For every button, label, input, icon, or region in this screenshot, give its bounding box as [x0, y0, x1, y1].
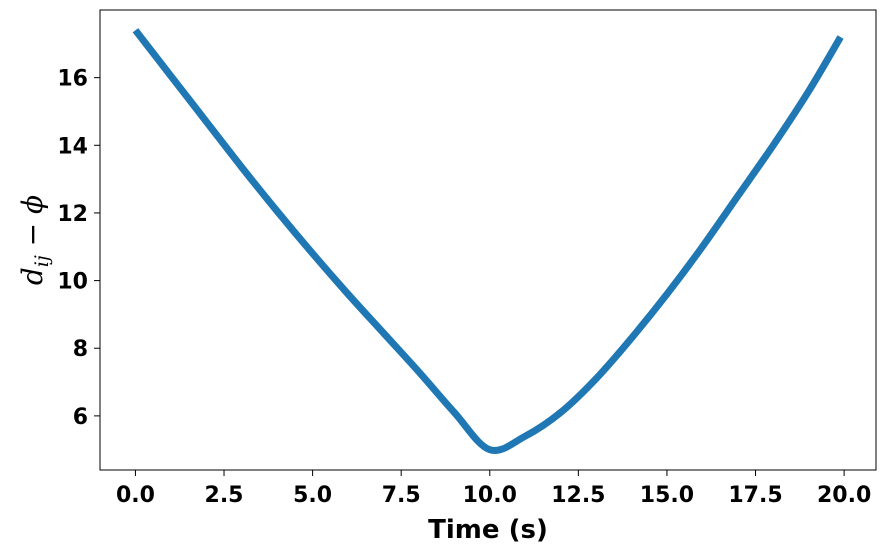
- x-tick-label: 12.5: [551, 483, 605, 508]
- x-tick-label: 0.0: [116, 483, 155, 508]
- x-axis-ticks: 0.0 2.5 5.0 7.5 10.0 12.5 15.0 17.5 20.0: [116, 470, 871, 508]
- plot-area: [99, 9, 877, 471]
- y-tick-label: 16: [57, 67, 88, 92]
- x-tick-label: 15.0: [640, 483, 694, 508]
- y-axis-label-subscript: ij: [31, 255, 53, 267]
- x-tick-label: 20.0: [817, 483, 871, 508]
- series-layer: [132, 28, 844, 455]
- x-tick-label: 5.0: [293, 483, 332, 508]
- y-axis-label-operator: −: [16, 214, 49, 255]
- y-tick-label: 10: [57, 270, 88, 295]
- y-axis-ticks: 6 8 10 12 14 16: [57, 67, 100, 430]
- x-tick-label: 10.0: [463, 483, 517, 508]
- y-tick-label: 6: [73, 405, 88, 430]
- y-axis-label-symbol: ϕ: [16, 195, 49, 214]
- x-tick-label: 17.5: [728, 483, 782, 508]
- y-axis-label: dij − ϕ: [16, 195, 53, 285]
- series-line-0: [132, 28, 844, 455]
- x-axis-label: Time (s): [428, 515, 548, 545]
- y-axis-label-base: d: [16, 267, 49, 285]
- x-tick-label: 2.5: [205, 483, 244, 508]
- x-tick-label: 7.5: [382, 483, 421, 508]
- y-tick-label: 14: [57, 134, 88, 159]
- y-tick-label: 8: [73, 337, 88, 362]
- y-tick-label: 12: [57, 202, 88, 227]
